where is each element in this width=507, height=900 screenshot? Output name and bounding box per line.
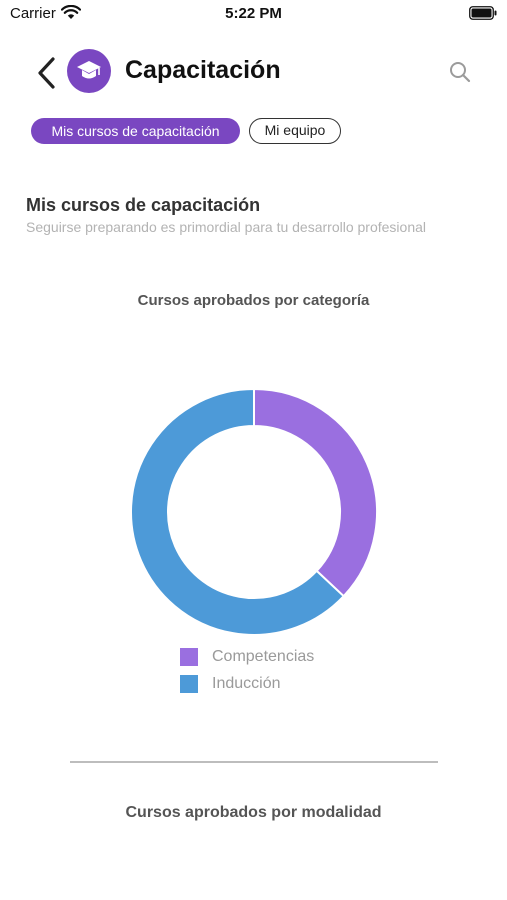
battery-icon xyxy=(469,6,497,25)
donut-slice-competencias xyxy=(253,387,378,598)
status-bar: Carrier 5:22 PM xyxy=(0,0,507,28)
divider xyxy=(70,761,438,763)
tab-mis-cursos[interactable]: Mis cursos de capacitación xyxy=(31,118,240,144)
legend-label-induccion: Inducción xyxy=(212,675,281,692)
section-title: Mis cursos de capacitación xyxy=(26,195,261,215)
chart-title-modalidad: Cursos aprobados por modalidad xyxy=(125,804,382,821)
chevron-left-icon xyxy=(34,57,60,95)
back-button[interactable] xyxy=(34,55,60,91)
app-logo xyxy=(67,49,111,93)
legend-label-competencias: Competencias xyxy=(212,648,315,665)
section-subtitle: Seguirse preparando es primordial para t… xyxy=(26,219,427,235)
wifi-icon xyxy=(60,4,82,25)
legend-swatch-competencias xyxy=(180,648,198,666)
legend-swatch-induccion xyxy=(180,675,198,693)
donut-slice-induccion xyxy=(130,387,346,636)
chart-title-categoria: Cursos aprobados por categoría xyxy=(137,292,370,309)
search-icon xyxy=(449,62,471,87)
tab-mi-equipo[interactable]: Mi equipo xyxy=(249,118,341,144)
carrier-label: Carrier xyxy=(10,5,56,22)
search-button[interactable] xyxy=(449,61,471,88)
page-title: Capacitación xyxy=(125,56,281,84)
status-time: 5:22 PM xyxy=(225,5,282,22)
